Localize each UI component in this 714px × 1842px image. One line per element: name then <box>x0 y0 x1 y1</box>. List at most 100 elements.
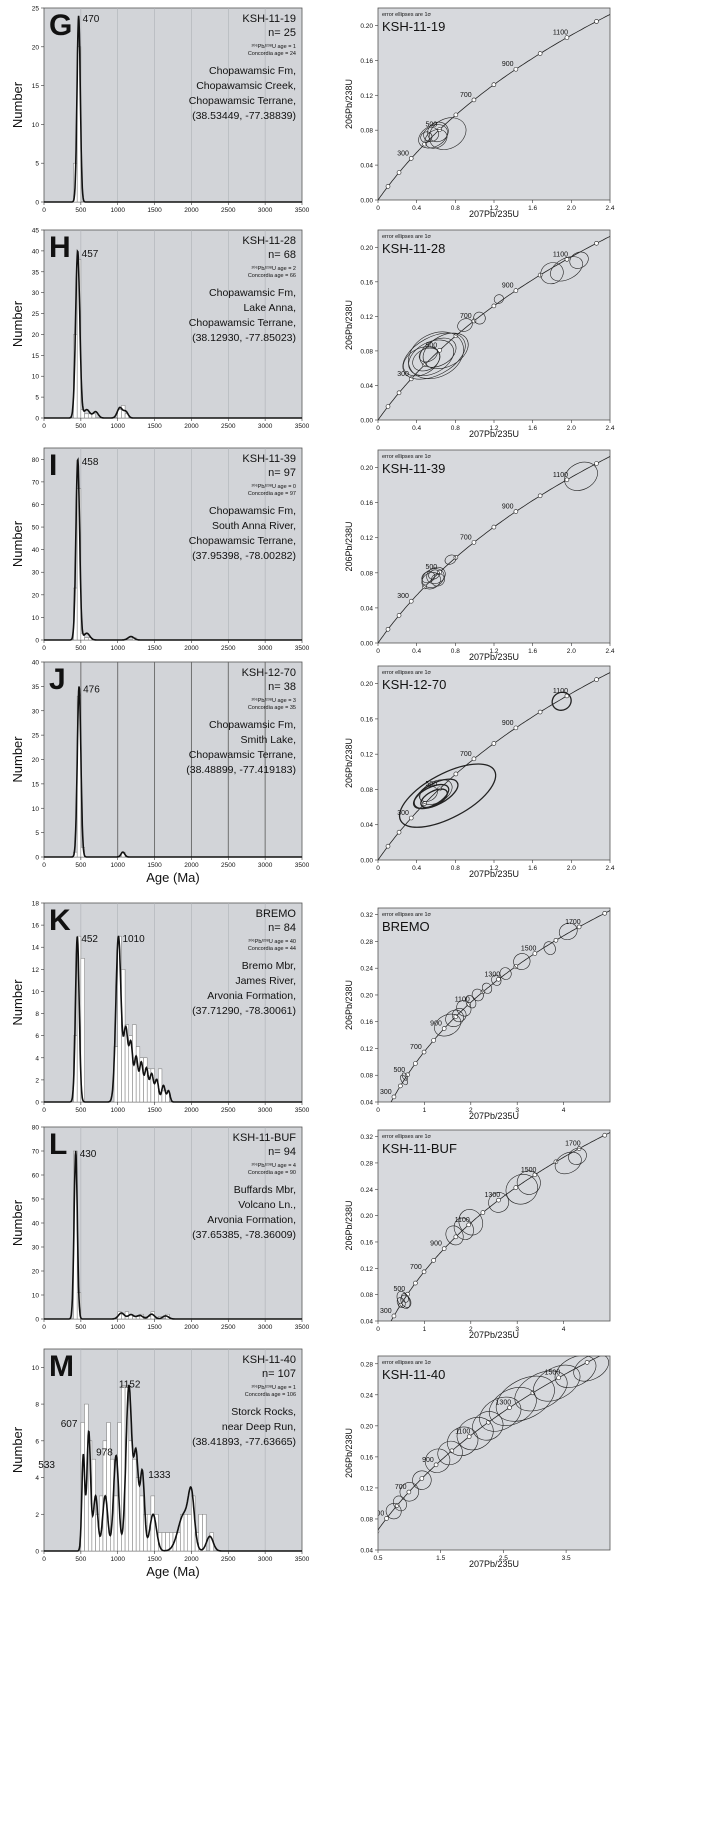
sample-count: n= 107 <box>262 1368 296 1380</box>
y-tick-label: 45 <box>32 228 40 235</box>
x-tick-label: 2000 <box>184 645 199 652</box>
peak-age-label: 607 <box>61 1419 78 1430</box>
error-ellipse <box>403 346 440 377</box>
x-tick-label: 500 <box>75 645 86 652</box>
histogram-plot-area <box>43 229 303 419</box>
concordia-age-marker <box>396 170 402 175</box>
error-ellipse <box>558 922 578 941</box>
error-ellipse <box>456 1000 472 1017</box>
concordia-plot: 300 500 700 900 1100 0.00 0.04 0.08 0.12 0.16 0.20… <box>344 7 615 219</box>
x-tick-label: 2000 <box>184 1107 199 1114</box>
x-tick-label: 500 <box>75 1556 86 1563</box>
concordia-content: 500 700 900 1100 1300 1500 <box>378 1329 655 1534</box>
probability-density-curve <box>44 935 302 1103</box>
concordia-age-label: 300 <box>380 1308 392 1315</box>
location-line: Lake Anna, <box>243 302 296 314</box>
x-tick-label: 3 <box>515 1326 519 1333</box>
x-tick-label: 0 <box>376 648 380 655</box>
y-tick-label: 20 <box>32 592 40 599</box>
x-axis-title: 207Pb/235U <box>469 1330 519 1340</box>
error-ellipse <box>458 1209 484 1236</box>
y-tick-label: 30 <box>32 570 40 577</box>
error-ellipse <box>400 1074 408 1086</box>
concordia-age-marker <box>513 288 519 293</box>
concordia-age-marker <box>496 1197 501 1203</box>
x-tick-label: 2500 <box>221 1556 236 1563</box>
concordia-age-marker <box>651 1329 655 1333</box>
panel-i: 0 10 20 30 40 50 60 70 80 0 500 1000 1500 2000 2500 300… <box>10 447 615 662</box>
panel-letter: I <box>49 449 57 482</box>
discordance-note: ²⁰⁶Pb/²³⁸U age = 1 <box>251 43 296 50</box>
error-ellipse <box>569 251 589 269</box>
y-tick-label: 10 <box>32 374 40 381</box>
concordia-age-label: 700 <box>395 1484 407 1491</box>
concordia-age-marker <box>421 1269 427 1275</box>
y-tick-label: 30 <box>32 1245 40 1252</box>
peak-age-label: 430 <box>80 1149 97 1160</box>
concordia-age-marker <box>631 1120 635 1124</box>
y-tick-label: 0 <box>35 416 39 423</box>
concordia-age-marker <box>408 156 414 161</box>
y-tick-label: 0.12 <box>360 535 373 542</box>
concordia-age-label: 900 <box>502 720 514 727</box>
x-tick-label: 3500 <box>295 1556 310 1563</box>
concordia-age-marker <box>594 461 599 466</box>
histogram-bar <box>139 1495 144 1552</box>
error-ellipse <box>413 778 459 810</box>
error-ellipse <box>408 339 455 376</box>
y-tick-label: 0.20 <box>360 681 373 688</box>
error-ellipse <box>400 1294 412 1308</box>
concordia-plot-area <box>377 907 611 1103</box>
y-tick-label: 2 <box>35 1077 39 1084</box>
location-line: (38.53449, -77.38839) <box>192 110 296 122</box>
concordia-content: 300 500 700 900 1100 <box>378 235 610 420</box>
concordia-age-label: 1300 <box>496 1400 512 1407</box>
concordia-age-label: 700 <box>460 92 472 99</box>
concordia-age-marker <box>663 644 667 648</box>
y-tick-label: 0.20 <box>360 245 373 252</box>
x-tick-label: 2 <box>469 1326 473 1333</box>
histogram-plot-area <box>43 661 303 858</box>
y-tick-label: 0.04 <box>360 1100 373 1107</box>
ellipse-note: error ellipses are 1σ <box>382 912 432 918</box>
discordance-note: ²⁰⁶Pb/²³⁸U age = 40 <box>248 938 296 945</box>
y-tick-label: 70 <box>32 1149 40 1156</box>
error-ellipse <box>437 1440 463 1466</box>
x-tick-label: 3500 <box>295 645 310 652</box>
concordia-content: 300 500 700 900 1100 1300 1500 1700 <box>380 910 610 1102</box>
y-tick-label: 0.16 <box>360 1239 373 1246</box>
y-tick-label: 0.04 <box>360 1319 373 1326</box>
histogram-bar <box>91 413 96 419</box>
location-line: South Anna River, <box>212 520 296 532</box>
location-line: Volcano Ln., <box>238 1199 296 1211</box>
sample-count: n= 94 <box>268 1146 296 1158</box>
peak-age-label: 978 <box>96 1447 113 1458</box>
y-axis-title: 206Pb/238U <box>344 1200 354 1250</box>
concordia-age-marker <box>491 741 497 746</box>
y-tick-label: 10 <box>32 122 40 129</box>
concordia-age-marker <box>386 1325 390 1329</box>
error-ellipse <box>564 461 598 491</box>
ellipse-note: error ellipses are 1σ <box>382 234 432 240</box>
y-tick-label: 20 <box>32 44 40 51</box>
error-ellipse <box>420 788 448 809</box>
error-ellipse <box>453 1217 474 1240</box>
y-axis-title: Number <box>10 300 25 347</box>
error-ellipse <box>412 783 450 810</box>
y-tick-label: 8 <box>35 1011 39 1018</box>
concordia-content: 300 500 700 900 1100 <box>378 644 667 860</box>
concordia-age-label: 900 <box>422 1457 434 1464</box>
histogram-bar <box>128 1440 133 1552</box>
y-tick-label: 0.24 <box>360 1187 373 1194</box>
y-tick-label: 0 <box>35 1549 39 1556</box>
error-ellipse <box>540 262 564 285</box>
concordia-age-marker <box>576 924 582 930</box>
error-ellipse <box>421 571 436 584</box>
concordia-age-marker <box>594 19 599 24</box>
y-tick-label: 60 <box>32 1173 40 1180</box>
y-axis-title: 206Pb/238U <box>344 1428 354 1478</box>
x-tick-label: 3000 <box>258 1107 273 1114</box>
panel-letter: M <box>49 1350 74 1383</box>
x-tick-label: 3000 <box>258 862 273 869</box>
